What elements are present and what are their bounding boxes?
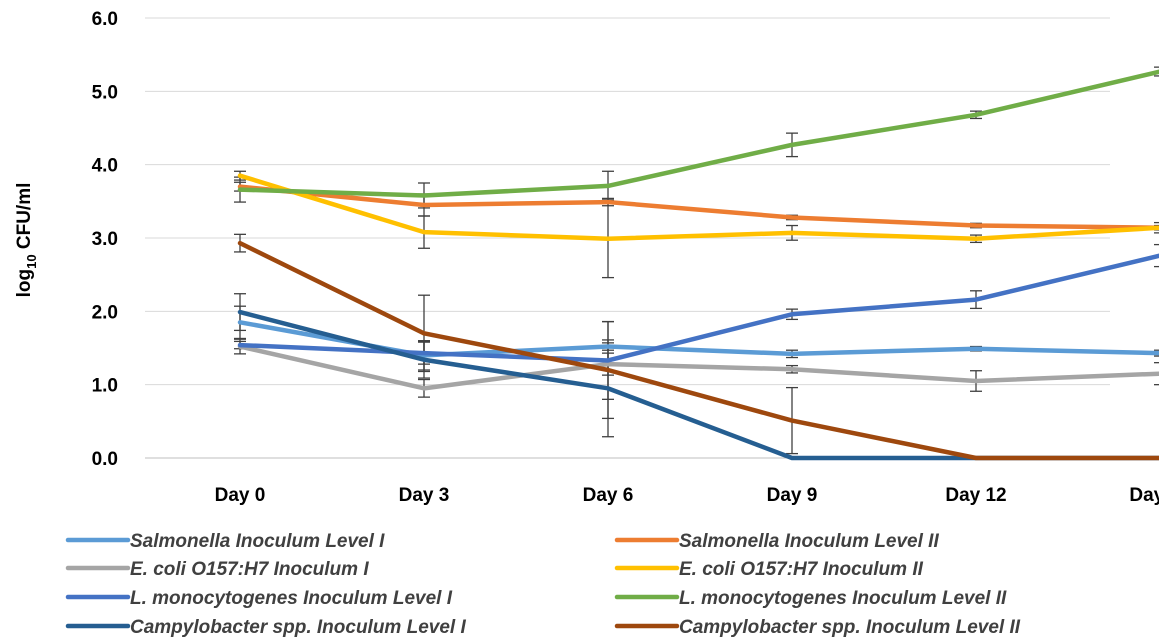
y-tick-label: 2.0: [92, 302, 118, 323]
legend-label: Campylobacter spp. Inoculum Level I: [130, 617, 466, 638]
y-tick-label: 4.0: [92, 156, 118, 177]
series-line-8: [237, 240, 1159, 461]
legend-item: Campylobacter spp. Inoculum Level I: [65, 617, 466, 638]
legend-item: Campylobacter spp. Inoculum Level II: [614, 617, 1021, 638]
legend-label: Salmonella Inoculum Level I: [130, 531, 385, 552]
y-tick-label: 6.0: [92, 9, 118, 30]
y-tick-label: 0.0: [92, 449, 118, 470]
x-tick-label: Day 0: [215, 485, 266, 506]
legend-item: Salmonella Inoculum Level I: [65, 531, 385, 552]
y-tick-label: 3.0: [92, 229, 118, 250]
error-bar: [1154, 221, 1159, 234]
series-line-4: [237, 173, 1159, 241]
series-lines: [237, 69, 1159, 461]
x-tick-label: Day 9: [767, 485, 818, 506]
legend-label: L. monocytogenes Inoculum Level II: [679, 588, 1007, 609]
series-line-5: [237, 253, 1159, 363]
y-axis-label: log10 CFU/ml: [14, 183, 39, 298]
series-line-3: [237, 344, 1159, 391]
legend-label: Salmonella Inoculum Level II: [679, 531, 939, 552]
x-tick-label: Day 12: [945, 485, 1006, 506]
error-bar: [1154, 362, 1159, 386]
legend-item: L. monocytogenes Inoculum Level II: [614, 588, 1007, 609]
x-tick-label: Day 6: [583, 485, 634, 506]
legend-item: E. coli O157:H7 Inoculum I: [65, 559, 369, 580]
legend-label: E. coli O157:H7 Inoculum II: [679, 559, 924, 580]
y-tick-label: 1.0: [92, 376, 118, 397]
legend-item: Salmonella Inoculum Level II: [614, 531, 939, 552]
legend-item: E. coli O157:H7 Inoculum II: [614, 559, 924, 580]
x-tick-label: Day 3: [399, 485, 450, 506]
x-tick-label: Day 14: [1129, 485, 1159, 506]
legend-item: L. monocytogenes Inoculum Level I: [65, 588, 453, 609]
legend-label: Campylobacter spp. Inoculum Level II: [679, 617, 1021, 638]
legend-label: E. coli O157:H7 Inoculum I: [130, 559, 369, 580]
gridlines: [145, 17, 1110, 459]
y-axis-ticks: 0.0 1.0 2.0 3.0 4.0 5.0 6.0: [92, 9, 118, 470]
series-line-2: [237, 184, 1159, 230]
error-bar: [1154, 349, 1159, 357]
y-tick-label: 5.0: [92, 82, 118, 103]
series-line-6: [237, 69, 1159, 198]
error-bar: [1154, 66, 1159, 77]
legend: Salmonella Inoculum Level I Salmonella In…: [65, 531, 1021, 638]
x-axis-ticks: Day 0 Day 3 Day 6 Day 9 Day 12 Day 14: [215, 485, 1159, 506]
error-bar: [1154, 243, 1159, 268]
legend-label: L. monocytogenes Inoculum Level I: [130, 588, 453, 609]
